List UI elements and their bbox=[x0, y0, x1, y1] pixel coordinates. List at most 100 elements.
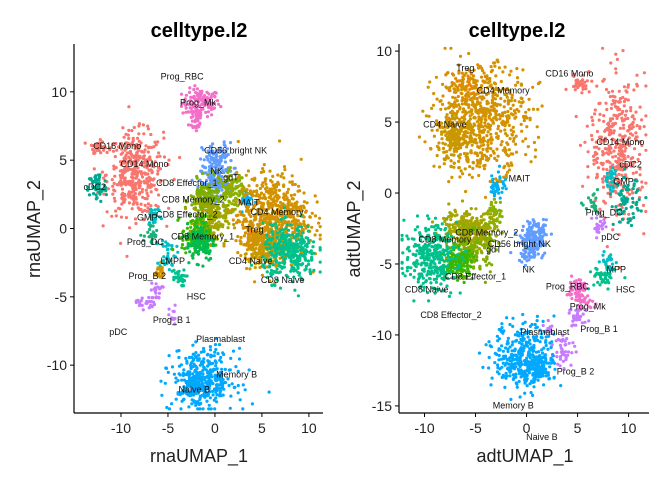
point-cd56-bright-nk bbox=[202, 158, 206, 162]
point-cd14-mono bbox=[146, 159, 150, 163]
point-cd4-memory bbox=[494, 113, 498, 117]
point-cd4-memory bbox=[446, 71, 450, 75]
point-cd14-mono bbox=[644, 114, 648, 118]
point-cd4-naive bbox=[452, 111, 456, 115]
point-cd14-mono bbox=[143, 196, 147, 201]
point-cd4-memory bbox=[259, 191, 264, 195]
point-cd4-memory bbox=[449, 46, 453, 50]
point-memory-b bbox=[199, 401, 203, 405]
point-cd4-memory bbox=[498, 114, 502, 118]
point-prog-dc bbox=[155, 228, 159, 233]
point-cd8-memory-2 bbox=[222, 214, 226, 218]
point-cdc2 bbox=[632, 215, 636, 220]
point-gdt bbox=[234, 185, 238, 189]
point-cd8-naive bbox=[275, 235, 279, 239]
point-gmp bbox=[608, 185, 613, 189]
point-cd8-naive bbox=[296, 233, 300, 237]
point-cd4-memory bbox=[500, 140, 504, 144]
point-cd14-mono bbox=[140, 150, 144, 154]
point-cd4-memory bbox=[318, 237, 322, 241]
point-cd14-mono bbox=[624, 89, 628, 93]
point-cd4-memory bbox=[521, 139, 525, 143]
point-cd4-memory bbox=[318, 216, 322, 220]
point-prog-rbc bbox=[205, 96, 209, 100]
point-cd4-memory bbox=[461, 172, 465, 176]
point-cd4-memory bbox=[520, 129, 524, 133]
panel-title: celltype.l2 bbox=[151, 20, 248, 42]
point-cd8-naive bbox=[296, 266, 300, 270]
point-cd4-memory bbox=[313, 233, 317, 237]
point-memory-b bbox=[208, 372, 213, 376]
point-cd14-mono bbox=[590, 115, 594, 119]
point-lmpp bbox=[166, 251, 170, 256]
point-cd4-memory bbox=[279, 174, 283, 178]
point-cdc2 bbox=[636, 188, 640, 192]
point-cd4-memory bbox=[471, 77, 475, 81]
point-cd14-mono bbox=[134, 221, 138, 226]
point-cd16-mono bbox=[99, 151, 103, 155]
point-cd4-memory bbox=[250, 177, 254, 181]
point-cd4-memory bbox=[417, 135, 421, 139]
point-cd8-naive bbox=[306, 259, 310, 263]
point-cd14-mono bbox=[135, 151, 139, 155]
point-memory-b bbox=[181, 371, 185, 375]
point-cd4-memory bbox=[239, 235, 243, 240]
point-cdc2 bbox=[94, 193, 98, 197]
point-memory-b bbox=[201, 407, 205, 411]
point-cd8-naive bbox=[306, 224, 310, 229]
point-gmp bbox=[605, 183, 610, 188]
point-cd8-effector-2 bbox=[171, 247, 175, 252]
point-cd4-memory bbox=[511, 125, 515, 129]
point-cd8-naive bbox=[287, 228, 291, 232]
point-cd56-bright-nk bbox=[218, 161, 222, 165]
point-cd4-memory bbox=[495, 102, 500, 106]
point-cd14-mono bbox=[634, 131, 638, 135]
point-cd8-memory-1 bbox=[203, 247, 207, 251]
point-cd4-memory bbox=[275, 199, 279, 203]
point-cd14-mono bbox=[162, 136, 166, 140]
point-cd14-mono bbox=[597, 118, 601, 122]
point-cd14-mono bbox=[101, 224, 105, 228]
point-lmpp bbox=[167, 268, 171, 272]
point-prog-rbc bbox=[190, 95, 194, 99]
point-cd4-memory bbox=[440, 102, 445, 106]
cluster-label: Prog_B 1 bbox=[153, 315, 191, 325]
point-cd4-memory bbox=[459, 169, 463, 173]
point-cd8-naive bbox=[274, 226, 278, 230]
point-memory-b bbox=[216, 352, 220, 356]
point-cd14-mono bbox=[113, 174, 117, 178]
point-cd4-memory bbox=[514, 150, 519, 154]
point-prog-rbc bbox=[206, 110, 210, 114]
point-cd4-memory bbox=[493, 102, 497, 106]
point-cd8-memory-1 bbox=[211, 244, 215, 248]
point-memory-b bbox=[160, 393, 164, 397]
point-hsc bbox=[181, 284, 186, 288]
point-cd4-memory bbox=[489, 141, 493, 145]
point-memory-b bbox=[220, 386, 224, 390]
point-cd14-mono bbox=[135, 136, 140, 140]
point-prog-b-1 bbox=[150, 281, 154, 285]
point-cd14-mono bbox=[631, 171, 635, 175]
point-cd4-naive bbox=[239, 242, 243, 246]
point-cd4-memory bbox=[467, 51, 471, 56]
x-tick-label: 5 bbox=[258, 420, 266, 436]
point-cd8-naive bbox=[274, 252, 278, 256]
point-prog-mk bbox=[186, 110, 190, 114]
cluster-label: Prog_B 2 bbox=[129, 271, 167, 281]
point-prog-rbc bbox=[208, 100, 212, 104]
point-cd4-memory bbox=[315, 229, 319, 233]
point-cd4-memory bbox=[248, 191, 252, 195]
point-hsc bbox=[607, 281, 611, 285]
point-cd8-memory-1 bbox=[191, 256, 195, 260]
point-cd4-memory bbox=[485, 147, 489, 151]
point-cd16-mono bbox=[98, 138, 102, 142]
point-cd8-naive bbox=[318, 260, 322, 264]
point-cd14-mono bbox=[131, 176, 135, 180]
point-cd14-mono bbox=[172, 177, 176, 182]
point-prog-rbc bbox=[209, 105, 213, 109]
point-cd4-memory bbox=[527, 108, 531, 112]
point-cd4-memory bbox=[501, 70, 505, 74]
point-memory-b bbox=[208, 368, 212, 373]
point-cd4-memory bbox=[503, 164, 507, 168]
point-cd14-mono bbox=[152, 145, 156, 149]
